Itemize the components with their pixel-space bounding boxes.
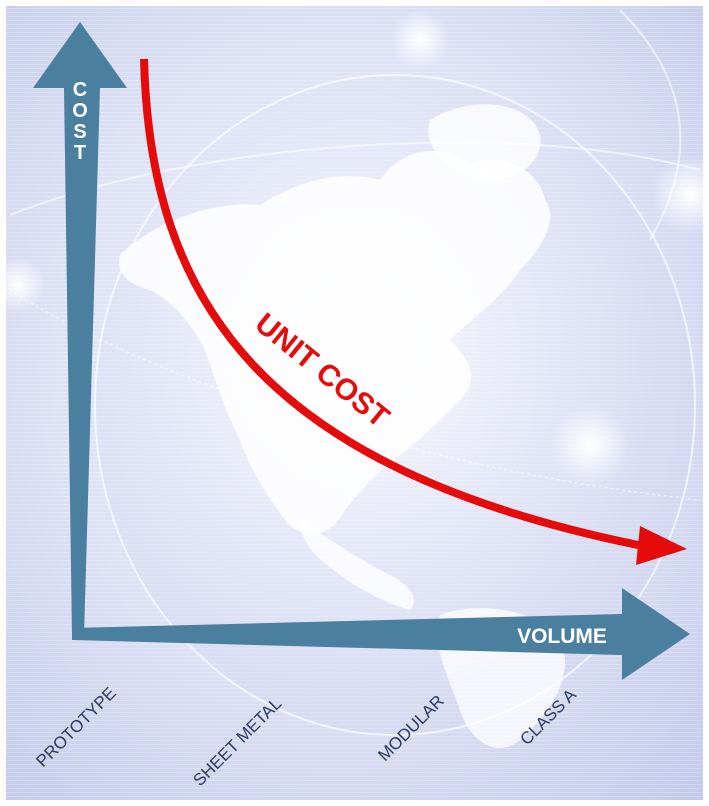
light-flare — [550, 405, 630, 485]
y-axis-shaft — [64, 88, 100, 635]
y-axis-label-letter: O — [72, 100, 88, 122]
y-axis-label-letter: S — [73, 121, 86, 143]
unit-cost-arrowhead — [636, 526, 687, 565]
x-axis-arrow: VOLUME — [72, 588, 690, 680]
continent-north-america — [119, 150, 551, 534]
y-axis-label-letter: C — [73, 79, 87, 101]
globe-illustration — [0, 9, 709, 749]
y-axis-arrowhead — [33, 22, 127, 88]
continent-greenland — [428, 104, 541, 181]
light-flare — [390, 10, 450, 70]
orbit-ring — [9, 141, 701, 216]
x-axis-shaft — [72, 614, 622, 655]
x-axis-label: VOLUME — [517, 625, 607, 648]
x-axis-arrowhead — [622, 588, 690, 680]
y-axis-label-letter: T — [74, 142, 86, 164]
continent-central-america — [300, 520, 414, 610]
light-flare — [650, 155, 709, 235]
light-flare — [0, 257, 46, 313]
unit-cost-curve-line — [140, 58, 649, 551]
